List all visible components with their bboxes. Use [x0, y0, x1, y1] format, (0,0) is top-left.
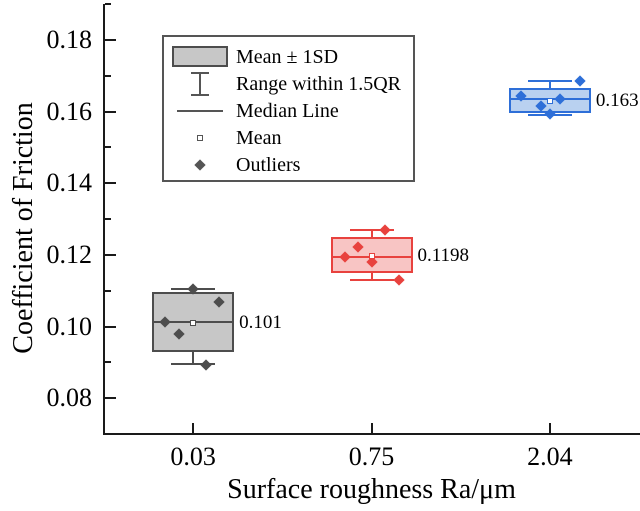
outlier-point [378, 224, 391, 236]
y-minor-tick [105, 146, 111, 149]
x-tick [548, 423, 551, 433]
y-tick-label: 0.08 [46, 383, 93, 413]
outlier-point [392, 273, 405, 286]
mean-sd-box-icon [172, 46, 228, 67]
x-tick [192, 423, 195, 433]
legend-symbol-cell [164, 158, 236, 171]
whisker-upper-stem [370, 229, 373, 237]
y-major-tick [105, 38, 116, 41]
x-axis-spine [103, 433, 640, 435]
x-tick-label: 0.03 [170, 442, 216, 471]
x-tick [370, 423, 373, 433]
whisker-upper-cap [527, 80, 572, 83]
errorbar-stem [199, 71, 201, 96]
y-minor-tick [105, 74, 111, 77]
x-tick-label: 0.75 [348, 442, 395, 471]
whisker-lower-cap [349, 278, 394, 281]
y-tick-label: 0.12 [46, 239, 93, 269]
y-major-tick [105, 182, 116, 185]
outlier-point [574, 75, 586, 87]
whisker-upper-stem [548, 81, 551, 89]
legend-row: Median Line [164, 97, 413, 124]
legend-row: Outliers [164, 151, 413, 178]
y-major-tick [105, 397, 116, 400]
mean-marker [546, 97, 553, 104]
outlier-diamond-icon [194, 158, 206, 171]
whisker-lower-stem [192, 351, 195, 365]
y-major-tick [105, 110, 116, 113]
legend-row: Mean [164, 124, 413, 151]
legend-label: Mean [236, 126, 282, 149]
x-axis-title: Surface roughness Ra/μm [227, 474, 516, 505]
y-tick-label: 0.16 [46, 96, 93, 126]
legend-symbol-cell [164, 109, 236, 112]
y-minor-tick [105, 218, 111, 220]
y-tick-label: 0.18 [46, 24, 93, 54]
mean-marker-icon [197, 134, 203, 141]
legend-symbol-cell [164, 46, 236, 67]
x-tick-label: 2.04 [527, 442, 573, 471]
y-major-tick [105, 253, 116, 256]
outlier-point [200, 359, 212, 371]
legend-label: Outliers [236, 153, 301, 176]
legend-box: Mean ± 1SD Range within 1.5QR Median Line M… [162, 35, 415, 182]
y-axis-title: Coefficient of Friction [8, 102, 39, 354]
y-minor-tick [105, 289, 111, 292]
median-line-icon [177, 109, 223, 112]
mean-value-label: 0.163 [595, 89, 639, 111]
mean-marker [368, 252, 375, 259]
y-minor-tick [105, 361, 111, 364]
y-major-tick [105, 325, 116, 328]
errorbar-top-cap [191, 71, 209, 74]
whisker-upper-cap [349, 228, 394, 231]
legend-label: Median Line [236, 99, 339, 122]
y-minor-tick [105, 3, 111, 5]
mean-value-label: 0.1198 [417, 244, 470, 266]
legend-label: Range within 1.5QR [236, 72, 401, 95]
whisker-lower-stem [370, 272, 373, 280]
y-tick-label: 0.14 [46, 168, 93, 198]
y-tick-label: 0.10 [46, 311, 93, 341]
legend-row: Range within 1.5QR [164, 70, 413, 97]
mean-value-label: 0.101 [239, 311, 282, 333]
mean-marker [190, 319, 197, 326]
legend-label: Mean ± 1SD [236, 45, 339, 68]
legend-symbol-cell [164, 134, 236, 141]
legend-row: Mean ± 1SD [164, 43, 413, 70]
whisker-lower-cap [171, 363, 216, 366]
errorbar-bottom-cap [191, 93, 209, 96]
range-errorbar-icon [190, 71, 210, 96]
legend-symbol-cell [164, 71, 236, 96]
y-axis-spine [103, 4, 105, 435]
